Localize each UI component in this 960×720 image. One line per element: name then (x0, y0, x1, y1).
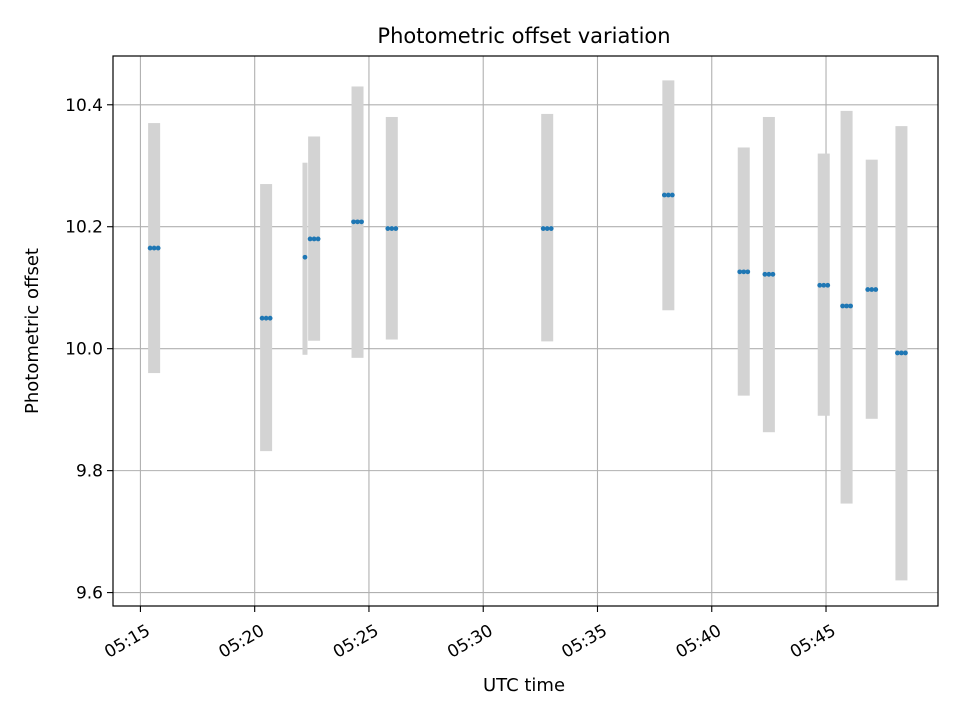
data-point (821, 282, 827, 288)
plot-frame (112, 55, 939, 607)
data-point (540, 226, 546, 231)
plot-background (113, 56, 938, 606)
y-axis-title: Photometric offset (22, 248, 43, 414)
data-point (840, 303, 845, 309)
data-point (844, 303, 849, 309)
y-tick-label: 10.0 (65, 340, 103, 360)
data-point (548, 226, 554, 231)
data-point (848, 303, 853, 309)
data-point (741, 269, 747, 275)
data-point (903, 350, 908, 356)
data-point (766, 271, 772, 277)
data-point (661, 192, 667, 198)
data-point (665, 192, 671, 198)
plot-area (112, 55, 939, 607)
data-point (263, 315, 269, 321)
data-point (351, 219, 356, 225)
data-point (147, 245, 153, 251)
x-axis-title: UTC time (483, 675, 565, 696)
data-point (762, 271, 768, 277)
data-point (385, 226, 391, 231)
y-tick-label: 9.6 (76, 584, 103, 604)
data-point (899, 350, 904, 356)
data-point (770, 271, 776, 277)
data-point (311, 236, 317, 242)
data-point (259, 315, 265, 321)
data-point (155, 245, 161, 251)
y-tick-label: 10.4 (65, 96, 103, 116)
data-point (745, 269, 751, 275)
data-point (873, 287, 879, 292)
data-point (817, 282, 823, 288)
data-point (869, 287, 875, 292)
y-axis-ticks: 9.6 9.8 10.0 10.2 10.4 (65, 96, 113, 604)
y-tick-label: 9.8 (76, 462, 103, 482)
data-point (825, 282, 831, 288)
data-point (355, 219, 360, 225)
data-point (669, 192, 675, 198)
data-point (359, 219, 364, 225)
data-point (315, 236, 321, 242)
data-point (302, 254, 308, 260)
grid-lines (113, 56, 938, 606)
data-point (865, 287, 871, 292)
y-tick-label: 10.2 (65, 218, 103, 238)
data-point (389, 226, 395, 231)
data-point (737, 269, 743, 275)
data-points (147, 192, 908, 356)
data-point (151, 245, 157, 251)
data-point (544, 226, 550, 231)
data-point (307, 236, 313, 242)
chart-title: Photometric offset variation (377, 24, 670, 48)
data-point (393, 226, 399, 231)
data-point (267, 315, 273, 321)
data-point (895, 350, 900, 356)
